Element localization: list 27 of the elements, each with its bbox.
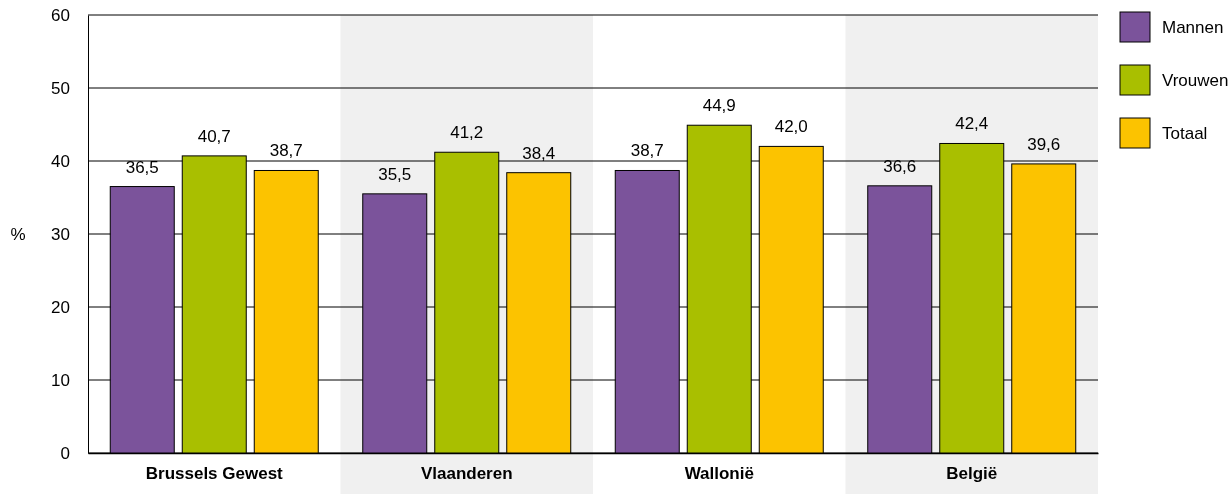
data-label: 38,7 (269, 141, 303, 161)
y-tick-label: 50 (51, 78, 70, 98)
data-label: 38,7 (630, 141, 664, 161)
x-tick-label: Brussels Gewest (145, 464, 284, 484)
data-label: 38,4 (522, 143, 556, 163)
x-tick-label: Wallonië (684, 464, 754, 484)
y-tick-label: 30 (51, 224, 70, 244)
x-tick-label: België (946, 464, 998, 484)
legend-label: Mannen (1162, 18, 1224, 37)
data-label: 42,4 (955, 114, 989, 134)
y-tick-label: 40 (51, 151, 70, 171)
y-tick-label: 20 (51, 297, 70, 317)
data-label: 36,5 (125, 157, 159, 177)
y-tick-label: 0 (60, 443, 70, 463)
data-label: 39,6 (1027, 134, 1061, 154)
data-label: 41,2 (450, 123, 484, 143)
data-label: 36,6 (883, 156, 917, 176)
data-label: 44,9 (702, 96, 736, 116)
y-axis-title: % (10, 225, 26, 244)
data-label: 40,7 (197, 126, 231, 146)
data-label: 35,5 (378, 164, 412, 184)
data-label: 42,0 (774, 117, 808, 137)
x-tick-label: Vlaanderen (420, 464, 513, 484)
legend-label: Vrouwen (1162, 71, 1229, 90)
y-tick-label: 60 (51, 5, 70, 25)
legend-label: Totaal (1162, 124, 1208, 143)
y-tick-label: 10 (51, 370, 70, 390)
